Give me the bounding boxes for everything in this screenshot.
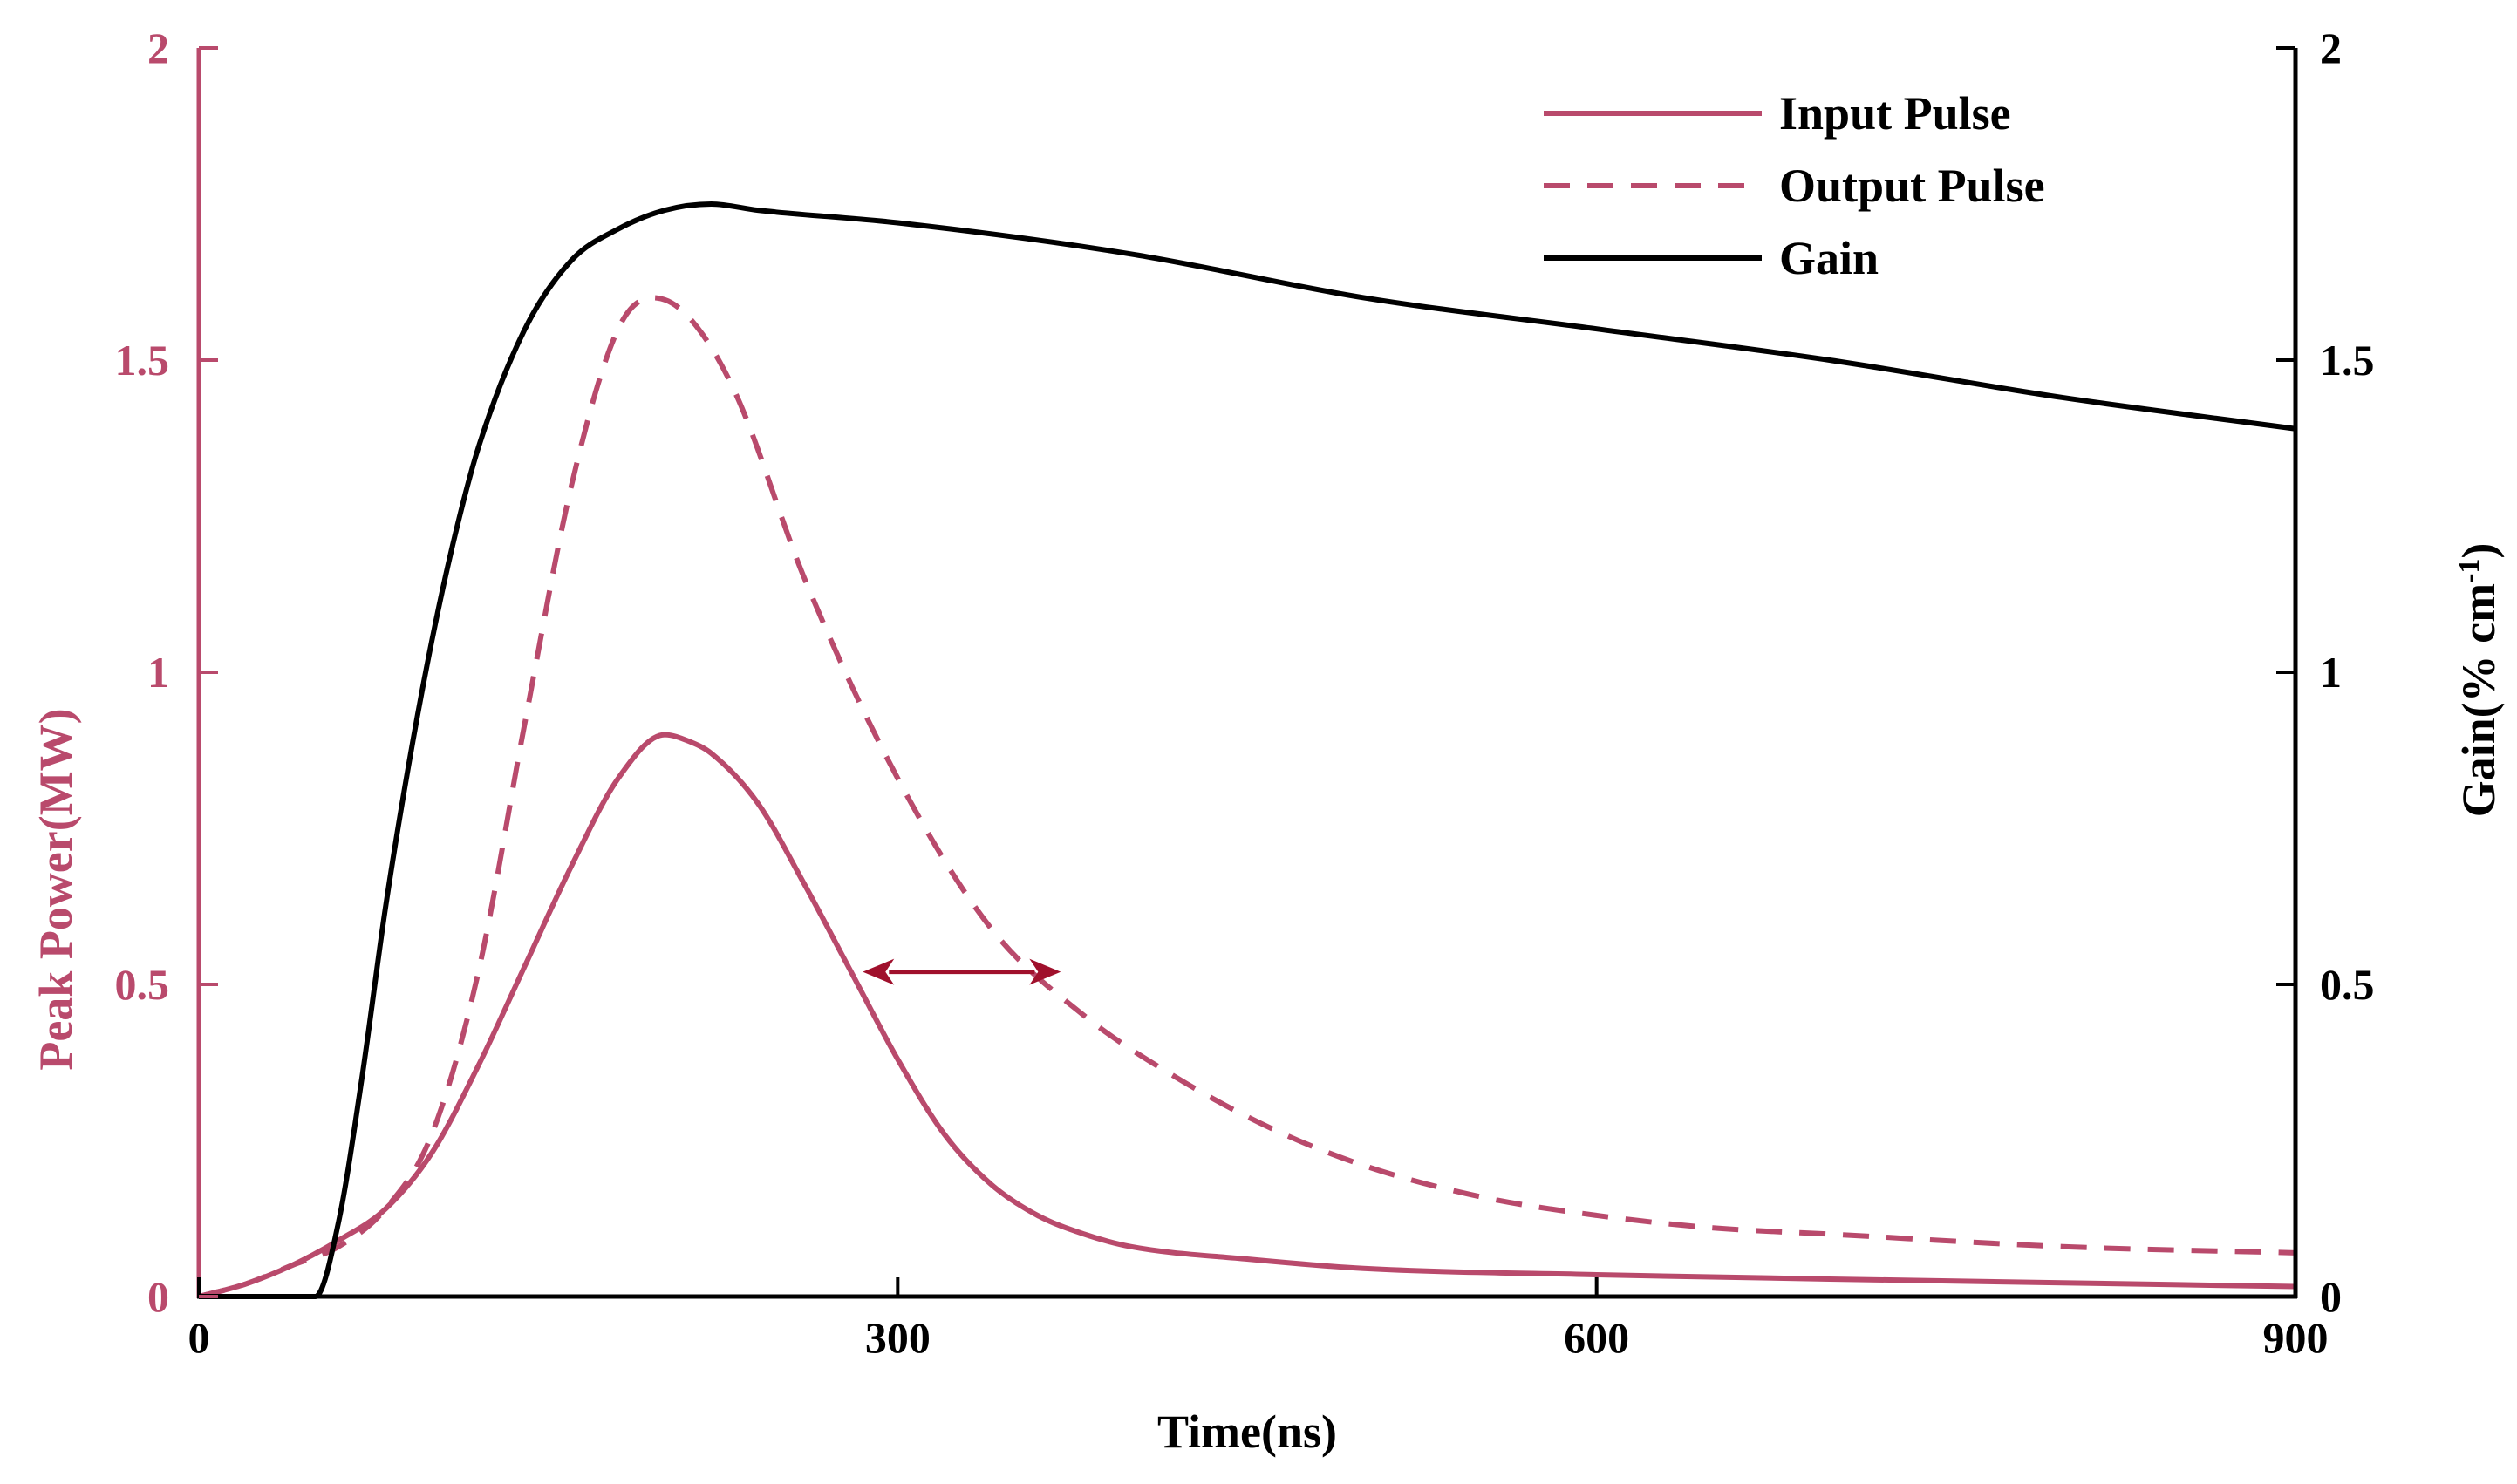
- right-y-axis-title-main: Gain(% cm: [2452, 583, 2505, 817]
- series-line-gain: [199, 201, 2296, 1300]
- x-tick-label: 600: [1564, 1313, 1629, 1362]
- x-tick-label: 300: [865, 1313, 931, 1362]
- left-y-tick-label: 1.5: [115, 336, 170, 385]
- chart-series-group: [198, 201, 2296, 1300]
- left-y-axis-title: Peak Power(MW): [30, 708, 82, 1070]
- legend: Input Pulse Output Pulse Gain: [1544, 87, 2045, 284]
- left-y-tick-label: 2: [147, 24, 169, 72]
- right-y-tick-label: 1: [2320, 648, 2342, 697]
- legend-label-output-pulse: Output Pulse: [1779, 160, 2045, 212]
- left-y-tick-label: 0: [147, 1272, 169, 1321]
- x-tick-label: 0: [188, 1313, 210, 1362]
- fwhm-arrow-head-left: [863, 958, 895, 985]
- right-y-axis-title: Gain(% cm-1): [2452, 543, 2505, 818]
- legend-label-gain: Gain: [1779, 232, 1879, 284]
- right-y-tick-label: 1.5: [2320, 336, 2375, 385]
- right-y-tick-label: 2: [2320, 24, 2342, 72]
- annotation-group: [863, 958, 1061, 985]
- series-line-input-pulse: [198, 732, 2296, 1299]
- right-y-axis-title-superscript: -1: [2453, 559, 2486, 583]
- left-y-tick-label: 0.5: [115, 960, 170, 1009]
- x-tick-label: 900: [2263, 1313, 2329, 1362]
- right-y-axis-title-close: ): [2452, 543, 2505, 559]
- left-y-tick-label: 1: [147, 648, 169, 697]
- right-y-tick-label: 0: [2320, 1272, 2342, 1321]
- series-line-output-pulse: [198, 295, 2296, 1299]
- legend-label-input-pulse: Input Pulse: [1779, 87, 2011, 140]
- right-y-tick-label: 0.5: [2320, 960, 2375, 1009]
- x-axis-title: Time(ns): [1157, 1406, 1337, 1458]
- fwhm-arrow-head-right: [1029, 958, 1061, 985]
- axes-group: [196, 48, 2298, 1299]
